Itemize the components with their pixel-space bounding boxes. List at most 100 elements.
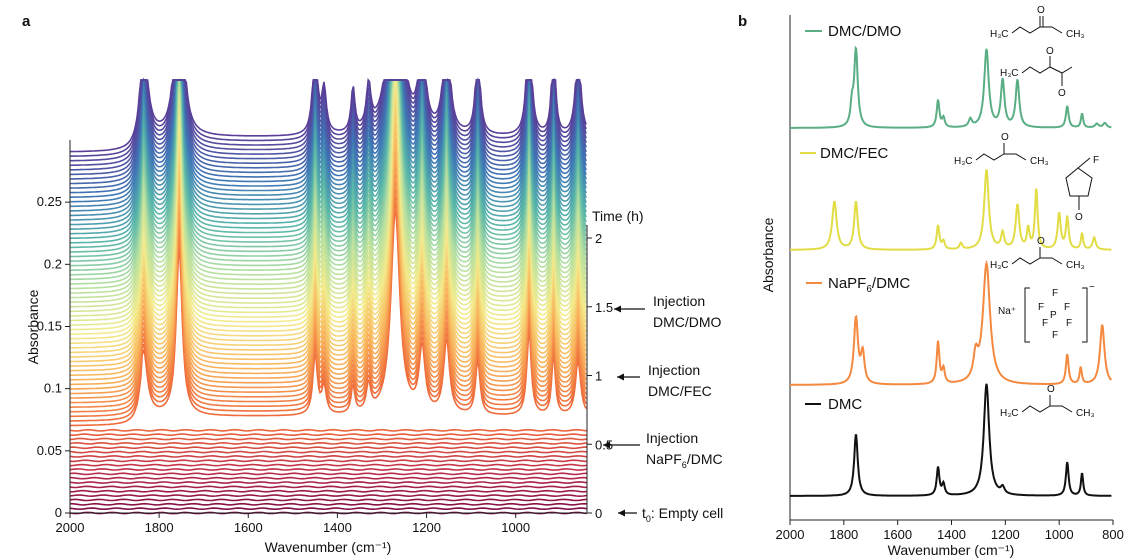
spectrum-a-24	[70, 181, 587, 409]
spectrum-a-78	[70, 79, 587, 162]
sodium-label: Na⁺	[998, 306, 1016, 317]
svg-text:DMC: DMC	[828, 396, 862, 413]
spectrum-a-23	[69, 188, 587, 413]
spectrum-a-49	[69, 79, 587, 294]
spectrum-a-30	[70, 136, 587, 381]
spectrum-a-13	[69, 454, 588, 458]
spectrum-a-77	[70, 79, 587, 167]
spectrum-a-47	[70, 79, 587, 304]
b-x-tick-label-6: 800	[1102, 527, 1124, 542]
structure-dmo: H₃C O O	[1000, 46, 1073, 99]
spectrum-a-75	[70, 77, 587, 176]
b-x-tick-label-4: 1200	[991, 527, 1020, 542]
spectrum-a-2	[69, 502, 588, 506]
spectrum-a-45	[70, 79, 587, 313]
svg-text:NaPF6/DMC: NaPF6/DMC	[828, 275, 910, 295]
svg-text:H₃C: H₃C	[990, 260, 1009, 271]
time-tick-label-0: 0	[595, 506, 602, 521]
x-tick-label-5: 1000	[501, 520, 530, 535]
spectrum-a-63	[70, 79, 587, 230]
svg-text:O: O	[1075, 212, 1083, 223]
spectrum-a-35	[70, 100, 587, 358]
spectrum-a-16	[69, 441, 588, 445]
panel-a-time-label: Time (h)	[592, 208, 644, 224]
spectrum-b-2	[790, 259, 1113, 386]
svg-text:O: O	[1037, 236, 1045, 247]
svg-text:DMC/DMO: DMC/DMO	[653, 314, 722, 330]
svg-text:F: F	[1093, 155, 1099, 166]
spectrum-a-18	[70, 433, 587, 437]
y-tick-label-1: 0.05	[37, 443, 62, 458]
spectrum-a-52	[69, 79, 587, 281]
svg-text:F: F	[1038, 302, 1044, 313]
spectrum-a-25	[70, 173, 587, 404]
svg-text:CH₃: CH₃	[1066, 29, 1085, 40]
spectrum-a-22	[70, 195, 587, 418]
svg-text:H₃C: H₃C	[1000, 68, 1019, 79]
spectrum-a-66	[70, 77, 587, 217]
panel-a-x-label: Wavenumber (cm⁻¹)	[265, 539, 392, 555]
spectrum-a-44	[70, 79, 587, 317]
svg-text:H₃C: H₃C	[954, 156, 973, 167]
y-tick-label-2: 0.1	[44, 381, 62, 396]
b-x-tick-label-5: 1000	[1045, 527, 1074, 542]
svg-text:Injection: Injection	[648, 362, 700, 378]
panel-b-y-label: Absorbance	[760, 217, 776, 292]
legend-dmc-dmo: DMC/DMO	[805, 23, 901, 40]
spectrum-a-17	[69, 437, 588, 441]
panel-b-ticks: 2000 1800 1600 1400 1200 1000 800	[776, 520, 1124, 542]
spectrum-a-28	[70, 151, 587, 390]
spectrum-b-1	[790, 169, 1112, 251]
x-tick-label-1: 1800	[145, 520, 174, 535]
spectrum-a-10	[69, 468, 588, 471]
svg-text:F: F	[1042, 318, 1048, 329]
spectrum-a-4	[69, 494, 588, 498]
spectrum-a-7	[69, 481, 588, 484]
legend-napf6-dmc: NaPF6/DMC	[806, 275, 910, 295]
spectrum-a-57	[70, 79, 587, 258]
spectrum-a-3	[69, 498, 588, 502]
spectrum-a-56	[70, 79, 587, 262]
spectrum-a-62	[70, 79, 587, 235]
svg-text:Injection: Injection	[653, 293, 705, 309]
svg-text:O: O	[1058, 88, 1066, 99]
panel-b-x-label: Wavenumber (cm⁻¹)	[888, 542, 1015, 558]
svg-text:−: −	[1089, 282, 1095, 293]
svg-text:O: O	[1001, 132, 1009, 143]
spectrum-b-3	[790, 383, 1112, 497]
spectrum-a-60	[70, 79, 587, 244]
spectrum-a-68	[70, 79, 587, 208]
svg-text:F: F	[1064, 302, 1070, 313]
x-tick-label-4: 1200	[412, 520, 441, 535]
svg-text:H₃C: H₃C	[1000, 408, 1019, 419]
spectrum-a-6	[69, 485, 588, 489]
spectrum-a-73	[70, 77, 587, 185]
spectrum-a-41	[70, 79, 587, 331]
panel-b: b 2000 1800 1600 1400 1200 1000 800 Absorbance…	[738, 5, 1124, 558]
svg-text:F: F	[1052, 330, 1058, 341]
spectrum-a-79	[70, 79, 587, 157]
panel-a-label: a	[22, 13, 31, 30]
spectrum-a-72	[70, 79, 587, 189]
spectrum-a-9	[69, 472, 588, 476]
injection-dmc-dmo: Injection DMC/DMO	[614, 293, 722, 330]
y-tick-label-0: 0	[55, 505, 62, 520]
spectrum-a-69	[69, 79, 587, 203]
spectrum-a-33	[70, 114, 587, 367]
spectrum-a-8	[69, 476, 588, 480]
spectrum-a-11	[69, 463, 588, 467]
spectrum-a-12	[69, 459, 588, 463]
svg-text:Injection: Injection	[646, 430, 698, 446]
x-tick-label-2: 1600	[234, 520, 263, 535]
svg-text:H₃C: H₃C	[990, 29, 1009, 40]
spectrum-a-59	[70, 79, 587, 249]
structure-dmc-2: H₃C O CH₃	[1000, 384, 1095, 419]
spectrum-a-74	[69, 79, 587, 180]
injection-dmc-fec: Injection DMC/FEC	[617, 362, 712, 399]
spectrum-a-29	[70, 144, 587, 386]
spectrum-a-53	[70, 79, 587, 276]
svg-text:P: P	[1050, 310, 1057, 321]
structure-napf6: H₃C O CH₃ Na⁺ − F F P F F F F	[990, 236, 1095, 343]
spectrum-a-40	[70, 79, 587, 335]
